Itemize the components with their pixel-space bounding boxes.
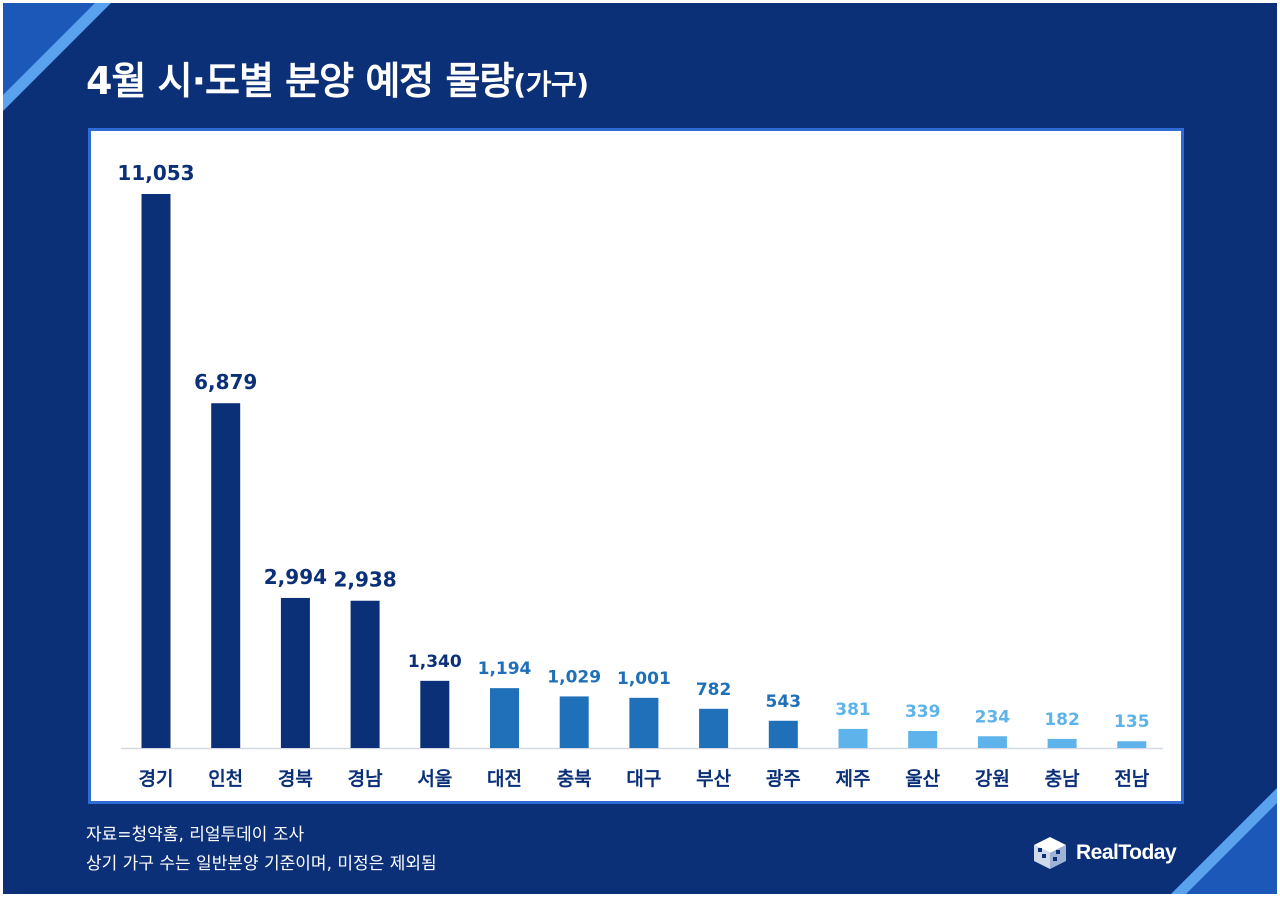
category-label-5: 대전 (487, 768, 522, 790)
bar-4 (420, 680, 450, 748)
category-label-13: 충남 (1045, 768, 1080, 790)
value-label-12: 234 (975, 707, 1011, 727)
page-title: 4월 시·도별 분양 예정 물량(가구) (86, 50, 589, 105)
category-label-11: 울산 (905, 768, 940, 790)
bar-9 (768, 720, 798, 748)
category-label-1: 인천 (208, 768, 243, 790)
stripe-bottom-right-highlight (1171, 788, 1277, 894)
bar-1 (211, 403, 241, 748)
category-label-10: 제주 (836, 768, 871, 790)
bar-7 (629, 697, 659, 748)
value-label-7: 1,001 (617, 669, 671, 689)
value-label-14: 135 (1114, 712, 1150, 732)
footer-source: 자료=청약홈, 리얼투데이 조사 (86, 825, 305, 845)
decorative-stripes (3, 3, 1277, 894)
category-label-12: 강원 (975, 768, 1010, 790)
category-label-6: 충북 (557, 768, 592, 790)
category-label-2: 경북 (278, 768, 313, 790)
bar-10 (838, 728, 868, 748)
value-label-0: 11,053 (117, 161, 194, 185)
category-label-4: 서울 (417, 768, 452, 790)
value-label-6: 1,029 (547, 667, 601, 687)
category-label-9: 광주 (766, 768, 801, 790)
title-unit: (가구) (513, 68, 589, 101)
value-label-5: 1,194 (478, 659, 532, 679)
value-label-13: 182 (1044, 710, 1080, 730)
bar-12 (977, 736, 1007, 748)
category-label-0: 경기 (139, 768, 174, 790)
value-label-10: 381 (835, 700, 871, 720)
realtoday-cube-logo-icon (1034, 837, 1066, 869)
bar-2 (280, 597, 310, 748)
footer-note: 상기 가구 수는 일반분양 기준이며, 미정은 제외됨 (86, 854, 437, 874)
value-label-11: 339 (905, 702, 941, 722)
value-label-9: 543 (766, 692, 802, 712)
bar-chart: 11,053 경기 6,879 인천 2,994 경북 2,938 경남 1,340 서울 1,19… (117, 161, 1163, 790)
stripe-top-left-highlight (3, 3, 111, 111)
value-label-2: 2,994 (264, 565, 327, 589)
bar-6 (559, 696, 589, 748)
bar-3 (350, 600, 380, 748)
value-label-3: 2,938 (333, 568, 396, 592)
value-label-4: 1,340 (408, 652, 462, 672)
bar-5 (490, 688, 519, 748)
brand-logo: RealToday (1030, 833, 1177, 873)
bar-8 (699, 708, 729, 748)
title-main: 4월 시·도별 분양 예정 물량 (86, 59, 514, 103)
bar-11 (908, 731, 938, 748)
category-label-8: 부산 (696, 768, 731, 790)
category-label-3: 경남 (348, 768, 383, 790)
chart-panel: 11,053 경기 6,879 인천 2,994 경북 2,938 경남 1,340 서울 1,19… (88, 128, 1184, 804)
category-label-7: 대구 (626, 768, 661, 790)
category-label-14: 전남 (1114, 768, 1149, 790)
bar-0 (141, 194, 171, 748)
logo-text: RealToday (1076, 841, 1177, 864)
bar-14 (1117, 741, 1147, 748)
value-label-8: 782 (696, 680, 732, 700)
value-label-1: 6,879 (194, 370, 257, 394)
bar-13 (1047, 738, 1077, 748)
